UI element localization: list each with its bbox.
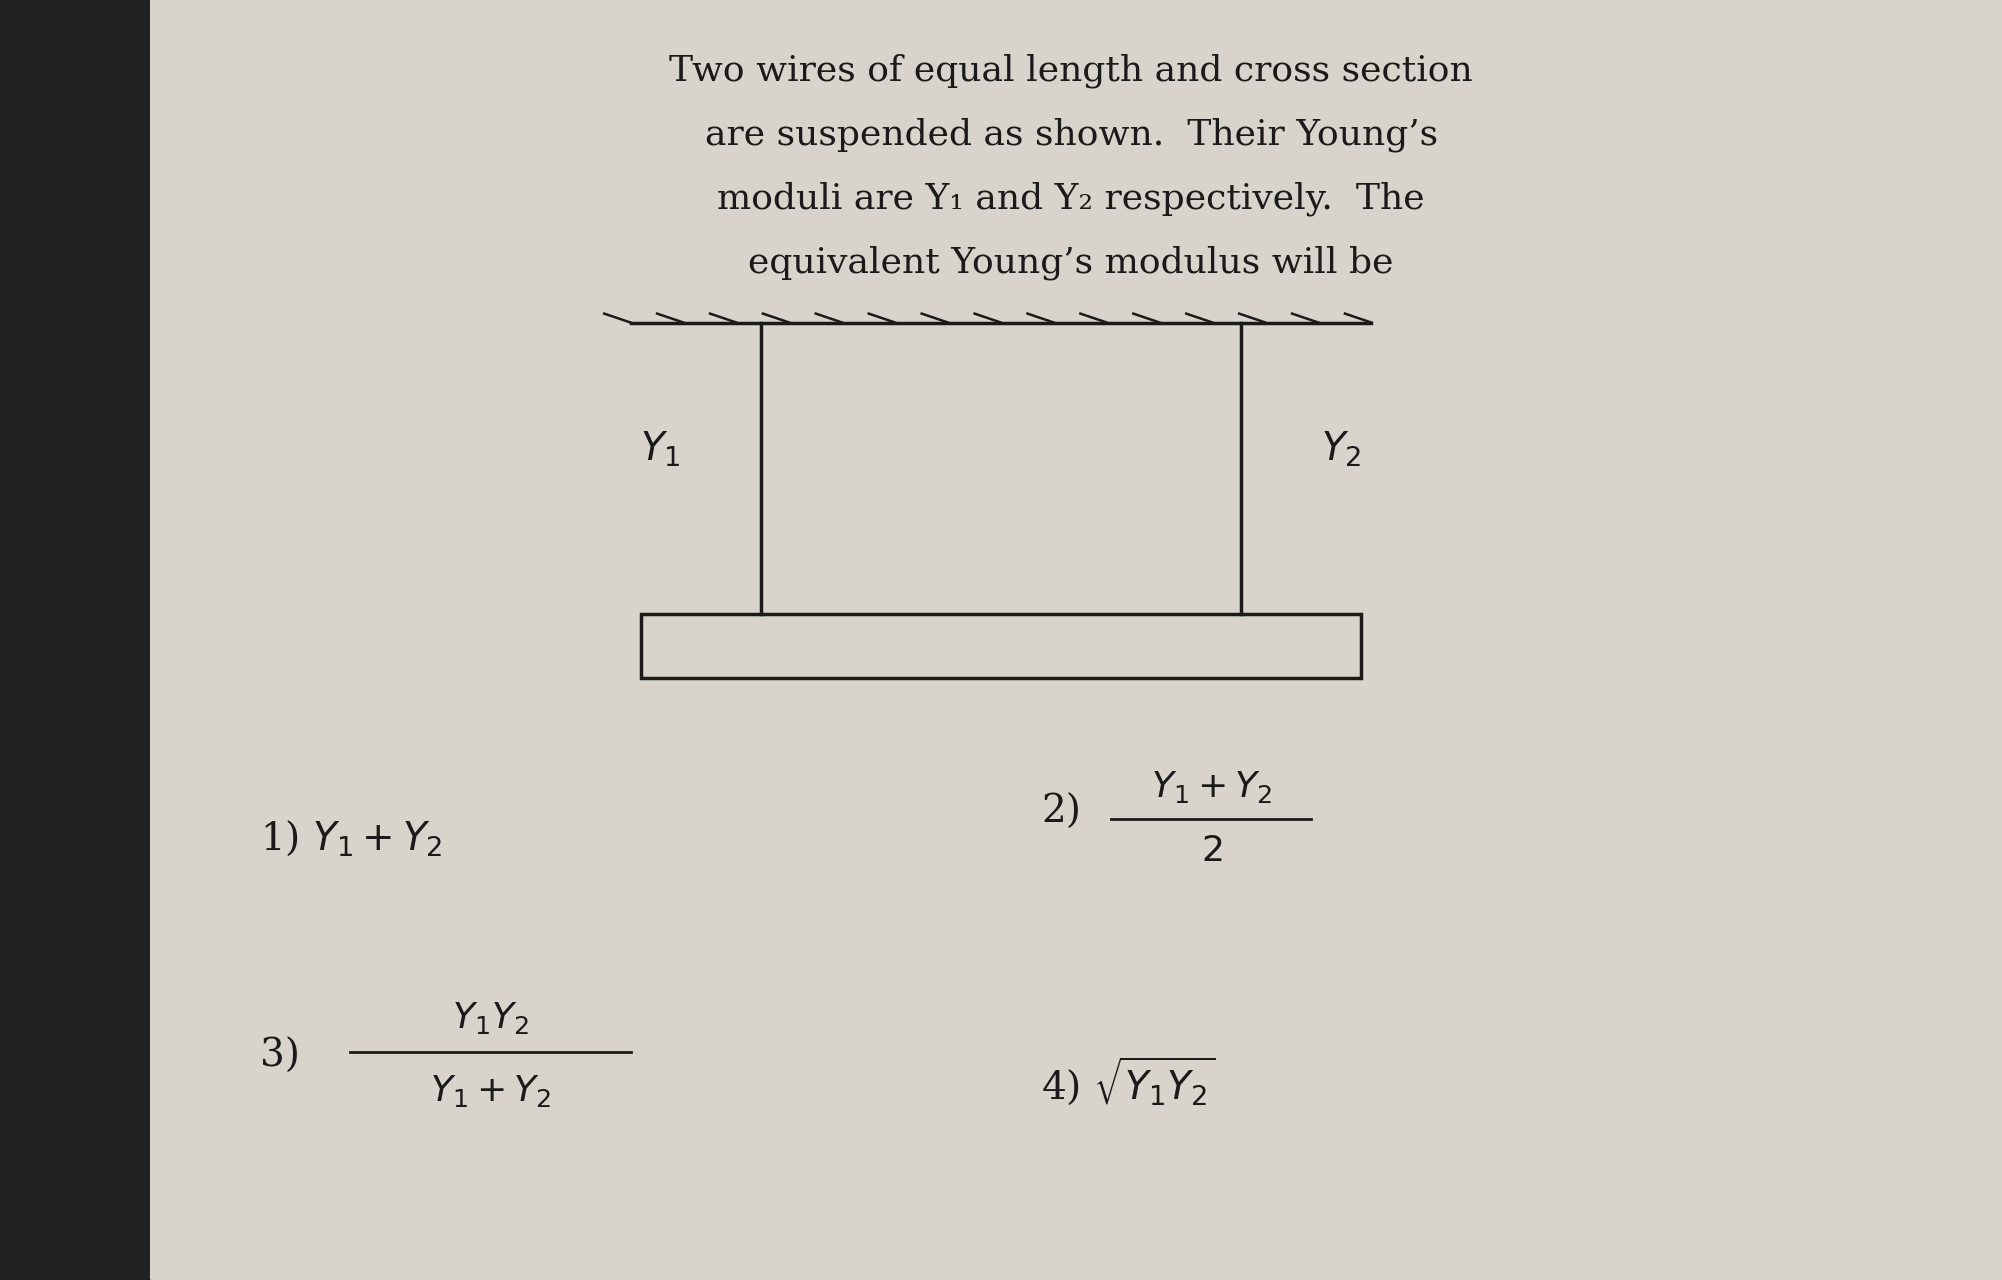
Text: $Y_1 + Y_2$: $Y_1 + Y_2$ xyxy=(430,1073,551,1108)
FancyBboxPatch shape xyxy=(641,614,1361,678)
Text: $Y_2$: $Y_2$ xyxy=(1321,430,1361,468)
Text: equivalent Young’s modulus will be: equivalent Young’s modulus will be xyxy=(749,246,1393,279)
Text: $2$: $2$ xyxy=(1201,835,1221,868)
Text: $Y_1 + Y_2$: $Y_1 + Y_2$ xyxy=(1151,769,1271,805)
Text: are suspended as shown.  Their Young’s: are suspended as shown. Their Young’s xyxy=(705,118,1437,151)
Text: 4) $\sqrt{Y_1 Y_2}$: 4) $\sqrt{Y_1 Y_2}$ xyxy=(1041,1055,1215,1108)
Text: 2): 2) xyxy=(1041,795,1081,831)
Text: 1) $Y_1 + Y_2$: 1) $Y_1 + Y_2$ xyxy=(260,819,442,858)
Text: 3): 3) xyxy=(260,1038,300,1074)
Text: moduli are Y₁ and Y₂ respectively.  The: moduli are Y₁ and Y₂ respectively. The xyxy=(717,182,1425,215)
Text: $Y_1$: $Y_1$ xyxy=(641,430,681,468)
Text: Two wires of equal length and cross section: Two wires of equal length and cross sect… xyxy=(669,54,1473,87)
Text: $Y_1 Y_2$: $Y_1 Y_2$ xyxy=(452,1000,529,1036)
FancyBboxPatch shape xyxy=(0,0,150,1280)
